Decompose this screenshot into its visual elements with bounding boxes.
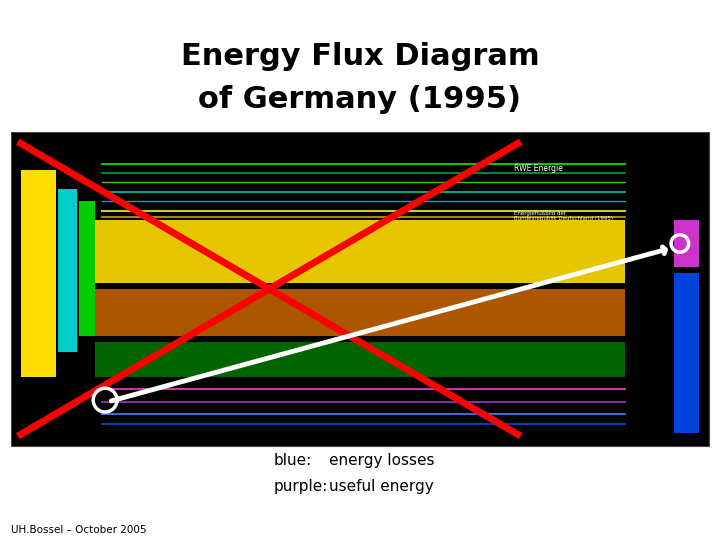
- Text: energy losses: energy losses: [328, 453, 434, 468]
- Text: blue:: blue:: [274, 453, 312, 468]
- Text: purple:: purple:: [274, 478, 328, 494]
- Text: of Germany (1995): of Germany (1995): [199, 85, 521, 114]
- Text: yellow:: yellow:: [274, 427, 327, 442]
- Bar: [674, 273, 698, 433]
- Bar: [94, 289, 626, 336]
- Bar: [11, 132, 709, 446]
- Bar: [94, 220, 626, 282]
- Bar: [58, 188, 77, 352]
- Text: Energieflußbild der
Bundesrepublik Deutschland (1995): Energieflußbild der Bundesrepublik Deuts…: [513, 211, 613, 221]
- Text: UH.Bossel – October 2005: UH.Bossel – October 2005: [11, 524, 146, 535]
- Bar: [22, 170, 56, 376]
- Text: primary energy: primary energy: [328, 427, 447, 442]
- Text: useful energy: useful energy: [328, 478, 433, 494]
- Bar: [78, 201, 94, 336]
- Text: Energy Flux Diagram: Energy Flux Diagram: [181, 42, 539, 71]
- Text: RWE Energie: RWE Energie: [513, 164, 562, 173]
- Bar: [674, 220, 698, 267]
- Bar: [94, 342, 626, 376]
